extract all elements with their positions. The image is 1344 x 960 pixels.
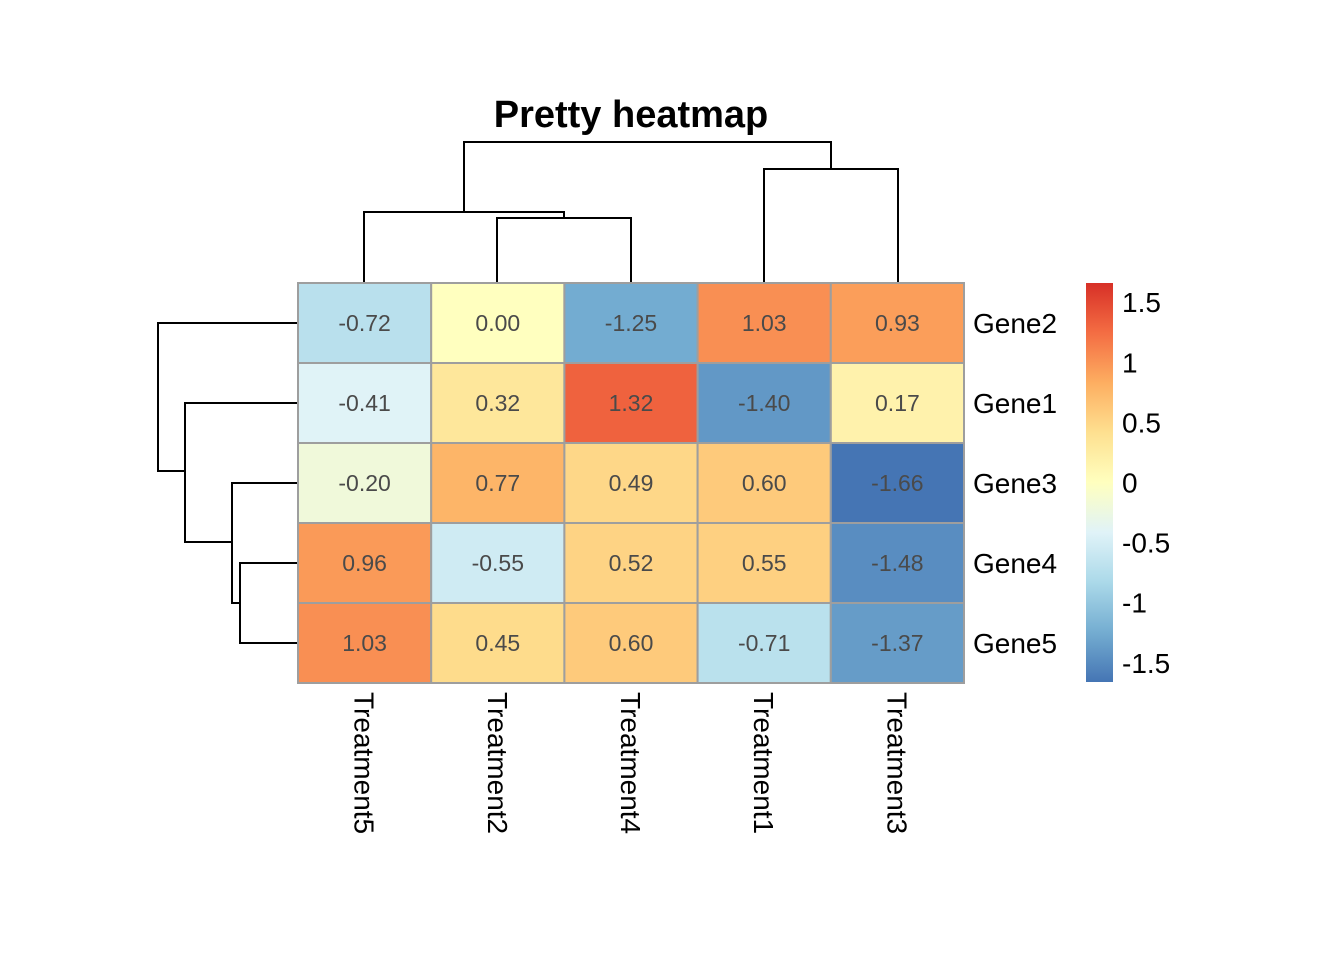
legend-tick-label: -0.5 [1122, 528, 1170, 559]
cell-value-label: 0.96 [342, 550, 387, 576]
row-label-gene5: Gene5 [973, 628, 1057, 659]
column-dendrogram-branch [763, 168, 899, 282]
cell-value-label: -0.72 [338, 310, 390, 336]
heatmap-cell [297, 282, 433, 364]
heatmap-cell [297, 522, 433, 604]
legend-tick-label: 0.5 [1122, 407, 1161, 438]
color-legend-bar [1086, 283, 1113, 682]
column-label-treatment1: Treatment1 [748, 692, 779, 834]
heatmap-cell [430, 442, 566, 524]
cell-value-label: 0.49 [609, 470, 654, 496]
cell-value-label: -0.20 [338, 470, 390, 496]
cell-value-label: -1.48 [871, 550, 923, 576]
cell-value-label: 1.32 [609, 390, 654, 416]
column-dendrogram-branch [496, 217, 632, 282]
legend-tick-label: 1.5 [1122, 287, 1161, 318]
cell-value-label: 0.93 [875, 310, 920, 336]
column-label-treatment4: Treatment4 [615, 692, 646, 834]
legend-tick-label: 0 [1122, 468, 1138, 499]
column-labels: Treatment5 Treatment2 Treatment4 Treatment1… [349, 692, 913, 834]
row-dendrogram-branch [157, 322, 298, 472]
column-dendrogram-branch [363, 211, 565, 282]
cell-value-label: 0.77 [475, 470, 520, 496]
heatmap-cell [696, 442, 832, 524]
cell-value-label: 0.55 [742, 550, 787, 576]
row-labels: Gene2 Gene1 Gene3 Gene4 Gene5 [973, 308, 1057, 659]
row-label-gene1: Gene1 [973, 388, 1057, 419]
row-label-gene3: Gene3 [973, 468, 1057, 499]
cell-value-label: -0.55 [472, 550, 524, 576]
heatmap-cell [829, 522, 965, 604]
legend-tick-label: -1 [1122, 588, 1147, 619]
cell-value-label: 1.03 [742, 310, 787, 336]
heatmap-cell [297, 362, 433, 444]
cell-value-label: -1.66 [871, 470, 923, 496]
row-label-gene2: Gene2 [973, 308, 1057, 339]
heatmap-cell [829, 362, 965, 444]
row-dendrogram-branch [184, 402, 298, 543]
cell-value-label: -0.41 [338, 390, 390, 416]
heatmap-cell [297, 602, 433, 684]
column-label-treatment5: Treatment5 [349, 692, 380, 834]
heatmap-cell [696, 522, 832, 604]
heatmap-cell [563, 362, 699, 444]
cell-value-label: 0.52 [609, 550, 654, 576]
heatmap-cells: -0.72 0.00 -1.25 1.03 0.93 -0.41 0.32 1.32 -1.40… [297, 282, 965, 684]
row-dendrogram [157, 322, 298, 644]
legend-tick-label: -1.5 [1122, 648, 1170, 679]
row-dendrogram-branch [231, 482, 298, 604]
cell-value-label: 0.17 [875, 390, 920, 416]
column-dendrogram-branch [463, 141, 832, 212]
row-label-gene4: Gene4 [973, 548, 1057, 579]
heatmap-cell [430, 282, 566, 364]
color-legend: 1.5 1 0.5 0 -0.5 -1 -1.5 [1086, 283, 1170, 682]
column-dendrogram [363, 141, 899, 282]
cell-value-label: 0.60 [742, 470, 787, 496]
cell-value-label: 1.03 [342, 630, 387, 656]
heatmap-cell [430, 602, 566, 684]
row-dendrogram-branch [239, 562, 298, 644]
cell-value-label: -0.71 [738, 630, 790, 656]
heatmap-cell [563, 282, 699, 364]
legend-tick-label: 1 [1122, 347, 1138, 378]
cell-value-label: -1.25 [605, 310, 657, 336]
cell-value-label: 0.60 [609, 630, 654, 656]
cell-value-label: 0.45 [475, 630, 520, 656]
cell-value-label: -1.40 [738, 390, 790, 416]
color-legend-ticks: 1.5 1 0.5 0 -0.5 -1 -1.5 [1122, 287, 1170, 679]
heatmap-cell [829, 602, 965, 684]
column-label-treatment3: Treatment3 [881, 692, 912, 834]
cell-value-label: 0.32 [475, 390, 520, 416]
heatmap-cell [563, 522, 699, 604]
cell-value-label: -1.37 [871, 630, 923, 656]
cell-value-label: 0.00 [475, 310, 520, 336]
heatmap-cell [430, 522, 566, 604]
column-label-treatment2: Treatment2 [482, 692, 513, 834]
chart-title: Pretty heatmap [494, 94, 769, 136]
heatmap-cell [563, 602, 699, 684]
